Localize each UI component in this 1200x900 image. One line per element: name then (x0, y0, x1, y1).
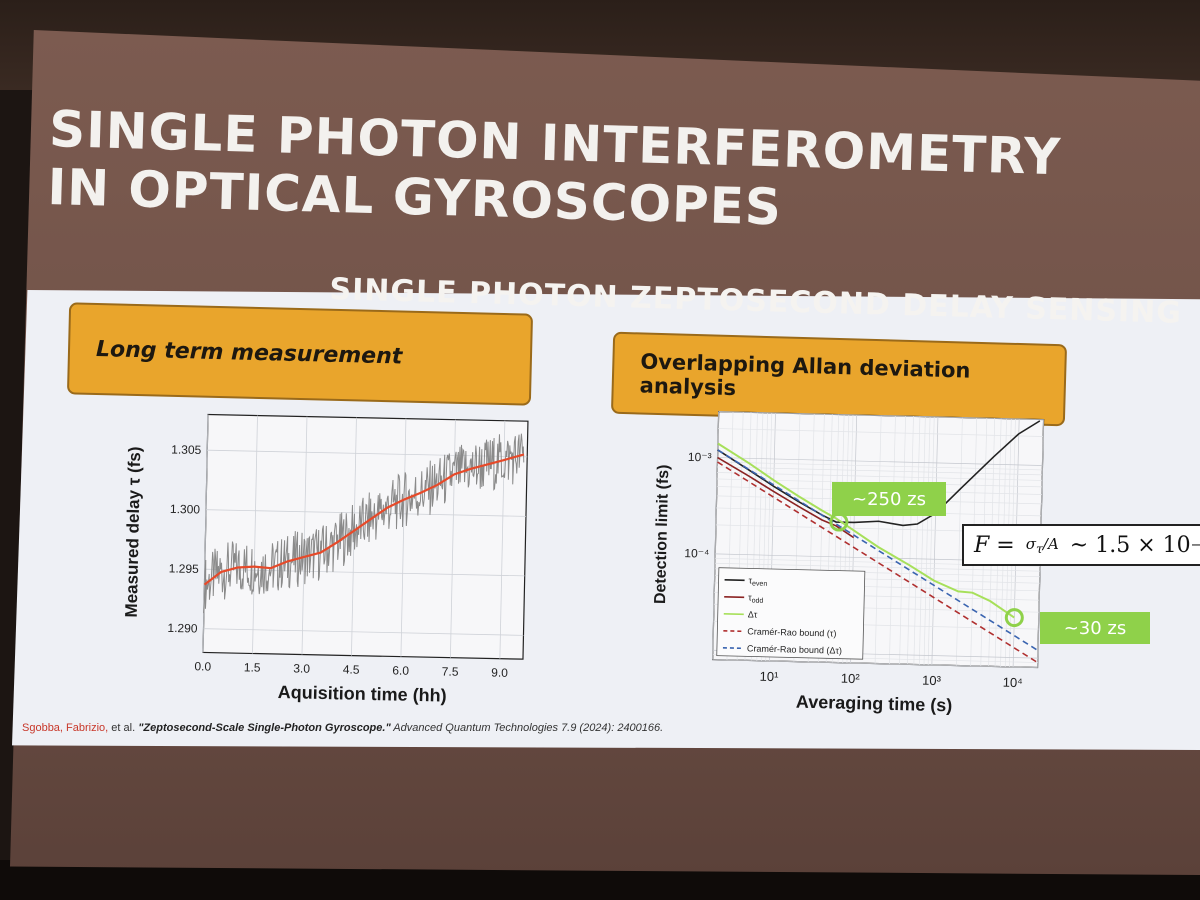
legend-label-main-1: τ (748, 592, 752, 602)
left-noise-trace (203, 433, 525, 614)
left-y-tick-label: 1.305 (171, 442, 202, 457)
right-series-1 (717, 456, 855, 539)
left-mean-series (203, 453, 525, 586)
right-y-gridline (717, 472, 1043, 481)
eq-den: A (1047, 534, 1059, 553)
right-x-gridline (874, 415, 882, 664)
right-series-2 (717, 442, 1015, 619)
right-x-tick-label: 10² (841, 671, 861, 686)
right-y-gridline (718, 428, 1044, 437)
right-y-gridline (717, 461, 1043, 471)
right-x-gridline (712, 411, 720, 660)
callout-30-zs: ~30 zs (1040, 612, 1150, 644)
right-series-4 (717, 449, 1039, 652)
citation: Sgobba, Fabrizio, et al. "Zeptosecond-Sc… (22, 722, 1002, 734)
right-series-0 (717, 420, 1041, 527)
left-x-gridline (252, 415, 258, 654)
eq-fraction: στ/A (1025, 534, 1059, 556)
left-y-tick-label: 1.295 (169, 561, 200, 576)
right-x-axis-label: Averaging time (s) (796, 692, 953, 716)
legend-label-main-3: Cramér-Rao bound (τ) (747, 626, 836, 638)
right-y-tick-label: 10⁻⁴ (684, 546, 709, 561)
left-x-gridline (351, 417, 357, 656)
eq-num-sub: τ (1035, 540, 1043, 556)
legend-label-2: Δτ (748, 609, 758, 619)
left-y-axis-label: Measured delay τ (fs) (122, 446, 145, 617)
citation-journal: Advanced Quantum Technologies 7.9 (2024)… (390, 722, 664, 734)
right-x-tick-label: 10³ (922, 673, 942, 688)
right-y-gridline (712, 659, 1038, 668)
left-y-gridline (203, 628, 524, 636)
left-x-gridline (301, 416, 308, 655)
eq-coef: 1.5 (1095, 532, 1131, 558)
legend-label-0: τeven (748, 575, 767, 587)
left-y-tick-label: 1.290 (167, 621, 198, 636)
right-x-gridline (931, 416, 939, 665)
legend-label-3: Cramér-Rao bound (τ) (747, 626, 836, 638)
right-y-gridline (717, 466, 1043, 476)
left-x-tick-label: 4.5 (343, 662, 360, 676)
left-x-gridline (400, 418, 407, 657)
long-term-measurement-text: Long term measurement (95, 336, 403, 369)
allan-deviation-chart: 10¹ 10² 10³ 10⁴10⁻³10⁻⁴τevenτoddΔτCramér-Ra… (652, 411, 1045, 716)
right-highlight-marker-1 (1004, 608, 1024, 628)
right-legend-box (716, 567, 866, 660)
right-x-gridline (923, 416, 931, 665)
right-y-tick-label: 10⁻³ (688, 450, 712, 465)
left-x-tick-label: 1.5 (244, 660, 261, 674)
right-y-gridline (718, 411, 1044, 420)
left-x-tick-label: 9.0 (491, 666, 508, 680)
legend-label-sub-1: odd (752, 597, 764, 604)
eq-exp: −16 (1191, 538, 1200, 553)
right-x-gridline (899, 416, 906, 665)
sensitivity-equation: F = στ/A ~ 1.5 × 10−16 s/km (962, 524, 1200, 566)
right-x-tick-label: 10¹ (759, 669, 779, 684)
right-y-gridline (717, 457, 1043, 466)
legend-label-main-0: τ (748, 575, 752, 585)
eq-lhs: F (974, 532, 990, 558)
left-x-tick-label: 0.0 (194, 659, 211, 673)
right-series-3 (717, 461, 1039, 664)
legend-label-main-2: Δτ (748, 609, 758, 619)
right-y-axis-label: Detection limit (fs) (652, 464, 672, 604)
callout-250-zs: ~250 zs (832, 482, 946, 516)
right-x-gridline (889, 415, 896, 664)
left-x-tick-label: 6.0 (392, 663, 409, 677)
legend-label-sub-0: even (752, 580, 767, 587)
right-x-gridline (927, 416, 935, 665)
left-x-tick-label: 7.5 (442, 664, 459, 678)
citation-authors: Sgobba, Fabrizio, (22, 722, 109, 734)
right-x-tick-label: 10⁴ (1003, 675, 1023, 690)
legend-label-main-4: Cramér-Rao bound (Δτ) (747, 643, 842, 655)
eq-base: 10 (1162, 532, 1191, 558)
right-x-gridline (913, 416, 921, 665)
left-y-tick-label: 1.300 (170, 502, 201, 517)
right-y-gridline (714, 562, 1040, 572)
eq-approx: ~ (1069, 532, 1089, 558)
right-x-gridline (955, 417, 963, 666)
delay-vs-time-chart: 0.0 1.5 3.0 4.5 6.0 7.5 9.0 1.290 1.295 1.300 1.30… (122, 413, 529, 706)
right-x-gridline (907, 416, 914, 665)
eq-times: × (1137, 532, 1156, 558)
left-x-tick-label: 3.0 (293, 661, 310, 675)
long-term-measurement-label: Long term measurement (66, 302, 534, 406)
legend-label-4: Cramér-Rao bound (Δτ) (747, 643, 842, 655)
right-x-gridline (918, 416, 926, 665)
citation-paper: "Zeptosecond-Scale Single-Photon Gyrosco… (138, 722, 391, 734)
citation-etal: et al. (108, 722, 139, 734)
legend-label-1: τodd (748, 592, 764, 604)
left-x-axis-label: Aquisition time (hh) (278, 682, 447, 706)
eq-equals: = (996, 532, 1015, 558)
eq-num: σ (1025, 534, 1036, 553)
left-y-gridline (207, 449, 528, 458)
